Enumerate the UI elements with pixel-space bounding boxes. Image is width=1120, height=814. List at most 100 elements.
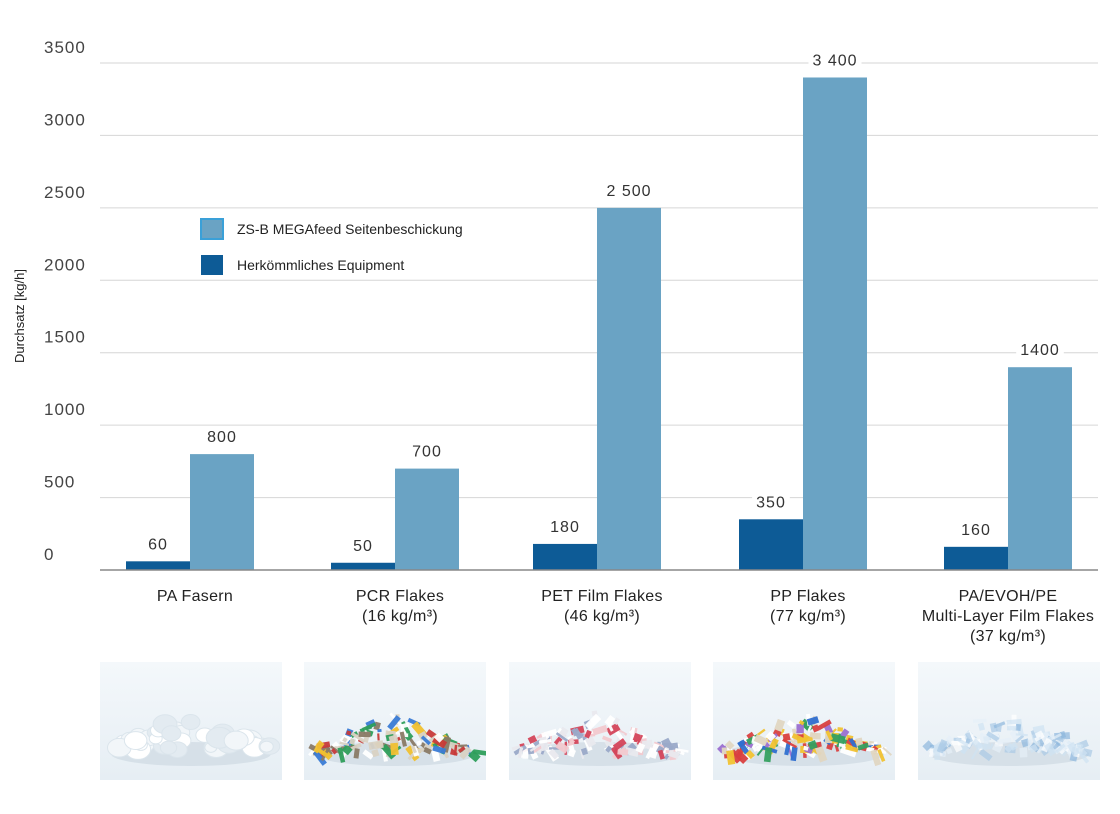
pile-particle: [979, 732, 984, 738]
pile-particle: [1067, 741, 1080, 757]
bar-chart: 0 500 1000 1500 2000 2500 3000 3500 Durchsatz [k…: [12, 38, 1098, 571]
data-label: 60: [148, 536, 168, 553]
pile-particle: [401, 722, 410, 729]
pa-fibers-photo-drawing: [107, 714, 281, 766]
data-label: 350: [756, 494, 786, 511]
pile-particle: [753, 734, 769, 747]
x-tick-label-line: (37 kg/m³): [970, 628, 1046, 645]
x-tick-label: PP Flakes (77 kg/m³): [708, 587, 908, 627]
pile-particle: [592, 724, 608, 736]
pile-particle: [315, 747, 326, 755]
pet-film-flakes-photo: [509, 662, 691, 780]
pile-particle: [976, 742, 988, 751]
pile-particle: [529, 741, 544, 752]
pile-particle: [763, 747, 773, 763]
pile-particle: [223, 730, 249, 751]
pile-particle: [657, 749, 665, 760]
pile-particle: [387, 715, 401, 731]
pile-particle: [541, 728, 558, 739]
pile-particle: [950, 738, 963, 753]
data-label-background: [349, 535, 377, 557]
y-tick-label: 500: [44, 473, 75, 492]
pile-particle: [358, 731, 371, 738]
pile-particle: [312, 749, 327, 766]
pile-particle: [605, 745, 613, 753]
pile-particle: [624, 746, 640, 757]
pile-particle: [1015, 733, 1028, 737]
pile-particle: [732, 748, 749, 765]
pile-particle: [981, 740, 989, 745]
pile-particle: [423, 747, 432, 755]
pile-particle: [972, 718, 987, 723]
pile-particle: [746, 731, 756, 741]
pile-particle: [996, 723, 1002, 733]
pile-particle: [791, 733, 805, 743]
pile-particle: [780, 728, 785, 736]
data-label: 180: [550, 519, 580, 536]
data-label-background: [546, 516, 584, 538]
pile-particle: [790, 746, 798, 762]
pile-particle: [745, 749, 755, 760]
pile-particle: [468, 749, 481, 763]
pile-particle: [978, 748, 993, 762]
pile-particle: [1036, 745, 1044, 754]
pile-particle: [330, 747, 338, 755]
data-label-background: [203, 427, 241, 449]
pile-particle: [724, 740, 735, 750]
y-tick-label: 0: [44, 545, 54, 564]
pile-particle: [806, 716, 820, 726]
pile-particle: [869, 740, 874, 744]
y-tick-label: 3500: [44, 38, 86, 57]
pile-particle: [259, 740, 274, 753]
legend-label: Herkömmliches Equipment: [237, 257, 404, 273]
pile-particle: [807, 740, 818, 750]
pile-particle: [1006, 725, 1017, 731]
x-tick-label: PA Fasern: [95, 587, 295, 607]
x-tick-label-line: (77 kg/m³): [770, 608, 846, 625]
pile-particle: [839, 745, 858, 758]
pile-particle: [877, 748, 886, 762]
data-label: 3 400: [812, 52, 857, 69]
pile-particle: [737, 740, 750, 755]
pile-particle: [388, 734, 399, 744]
pile-particle: [612, 717, 621, 726]
pile-particle: [453, 744, 458, 756]
pile-particle: [751, 745, 758, 753]
pile-particle: [1074, 745, 1088, 758]
pa-fibers-photo: [100, 662, 282, 780]
pile-particle: [390, 742, 399, 756]
y-axis-label: Durchsatz [kg/h]: [12, 269, 27, 363]
pile-particle: [567, 735, 573, 740]
x-tick-label-line: PA Fasern: [156, 588, 234, 605]
pile-particle: [362, 722, 377, 732]
pile-particle: [377, 733, 380, 741]
pile-particle: [538, 738, 552, 744]
pile-particle: [568, 737, 575, 746]
pile-particle: [837, 727, 844, 732]
pile-particle: [381, 746, 388, 762]
pile-particle: [798, 719, 805, 726]
pile-particle: [786, 719, 796, 729]
pile-particle: [617, 748, 629, 756]
pile-particle: [159, 740, 178, 755]
pile-particle: [350, 742, 362, 751]
pile-particle: [553, 736, 563, 746]
pile-particle: [992, 743, 1003, 753]
pile-particle: [1019, 747, 1028, 758]
x-tick-label-line: PET Film Flakes: [541, 588, 663, 605]
pile-particle: [337, 747, 346, 763]
bar: [1008, 367, 1072, 570]
pile-particle: [1051, 733, 1062, 741]
pile-particle: [1006, 718, 1022, 725]
pile-particle: [555, 732, 569, 742]
pile-particle: [675, 748, 689, 753]
pile-particle: [353, 748, 360, 759]
pile-particle: [807, 725, 812, 733]
pile-particle: [782, 738, 798, 749]
pile-particle: [420, 735, 431, 746]
pile-particle: [349, 738, 356, 745]
x-tick-label-line: Multi-Layer Film Flakes: [921, 608, 1095, 625]
pile-particle: [632, 732, 642, 742]
pile-particle: [432, 745, 447, 755]
bar: [533, 543, 597, 570]
